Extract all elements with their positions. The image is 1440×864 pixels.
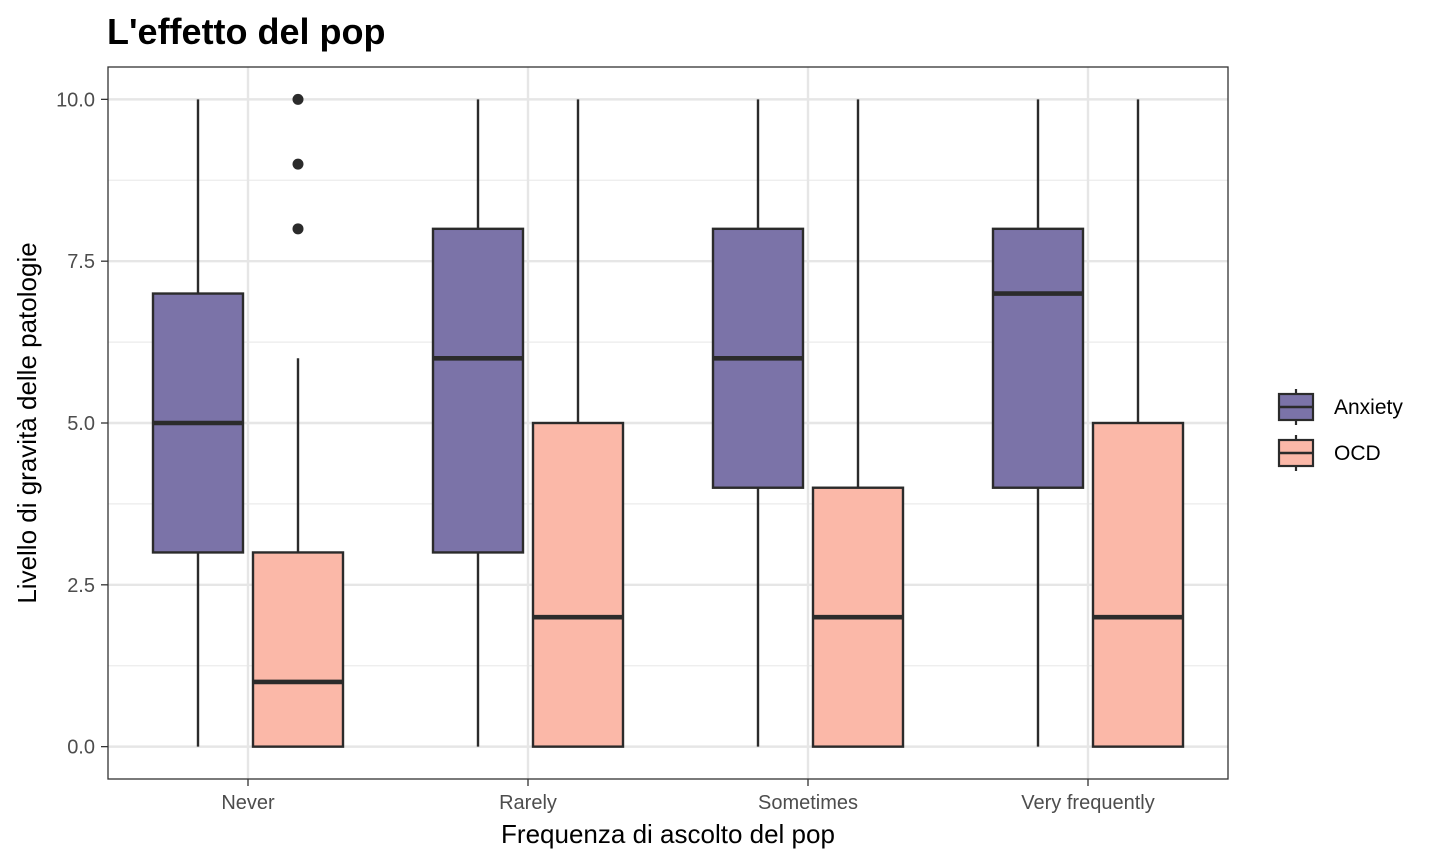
box-body	[1091, 421, 1185, 748]
box-anxiety-2	[711, 99, 805, 747]
box-body	[431, 227, 525, 554]
outlier-point	[292, 93, 304, 105]
x-tick-label: Sometimes	[758, 792, 858, 814]
outlier-point	[292, 158, 304, 170]
box-body	[251, 551, 345, 748]
y-axis-title: Livello di gravità delle patologie	[12, 242, 42, 603]
outlier-point	[292, 223, 304, 235]
legend-item-ocd: OCD	[1277, 435, 1381, 471]
box-ocd-0	[251, 93, 345, 748]
box-ocd-3	[1091, 99, 1185, 748]
box-body	[531, 421, 625, 748]
y-tick-label: 0.0	[67, 737, 95, 759]
legend-item-anxiety: Anxiety	[1277, 389, 1403, 425]
chart-title: L'effetto del pop	[107, 11, 386, 52]
x-tick-label: Very frequently	[1021, 792, 1154, 814]
axes: 0.0 2.5 5.0 7.5 10.0 Never Rarely Sometimes Very…	[56, 89, 1155, 814]
x-axis-title: Frequenza di ascolto del pop	[501, 819, 835, 849]
box-body	[991, 227, 1085, 489]
y-tick-label: 5.0	[67, 413, 95, 435]
box-anxiety-0	[151, 99, 245, 747]
box-ocd-1	[531, 99, 625, 748]
y-tick-label: 7.5	[67, 251, 95, 273]
x-tick-label: Never	[221, 792, 275, 814]
box-anxiety-3	[991, 99, 1085, 747]
legend-label: OCD	[1334, 442, 1381, 465]
y-tick-label: 10.0	[56, 89, 95, 111]
legend: Anxiety OCD	[1277, 389, 1403, 471]
x-tick-label: Rarely	[499, 792, 557, 814]
box-anxiety-1	[431, 99, 525, 747]
y-tick-label: 2.5	[67, 575, 95, 597]
box-layer	[151, 93, 1185, 748]
legend-label: Anxiety	[1334, 396, 1403, 419]
box-ocd-2	[811, 99, 905, 748]
